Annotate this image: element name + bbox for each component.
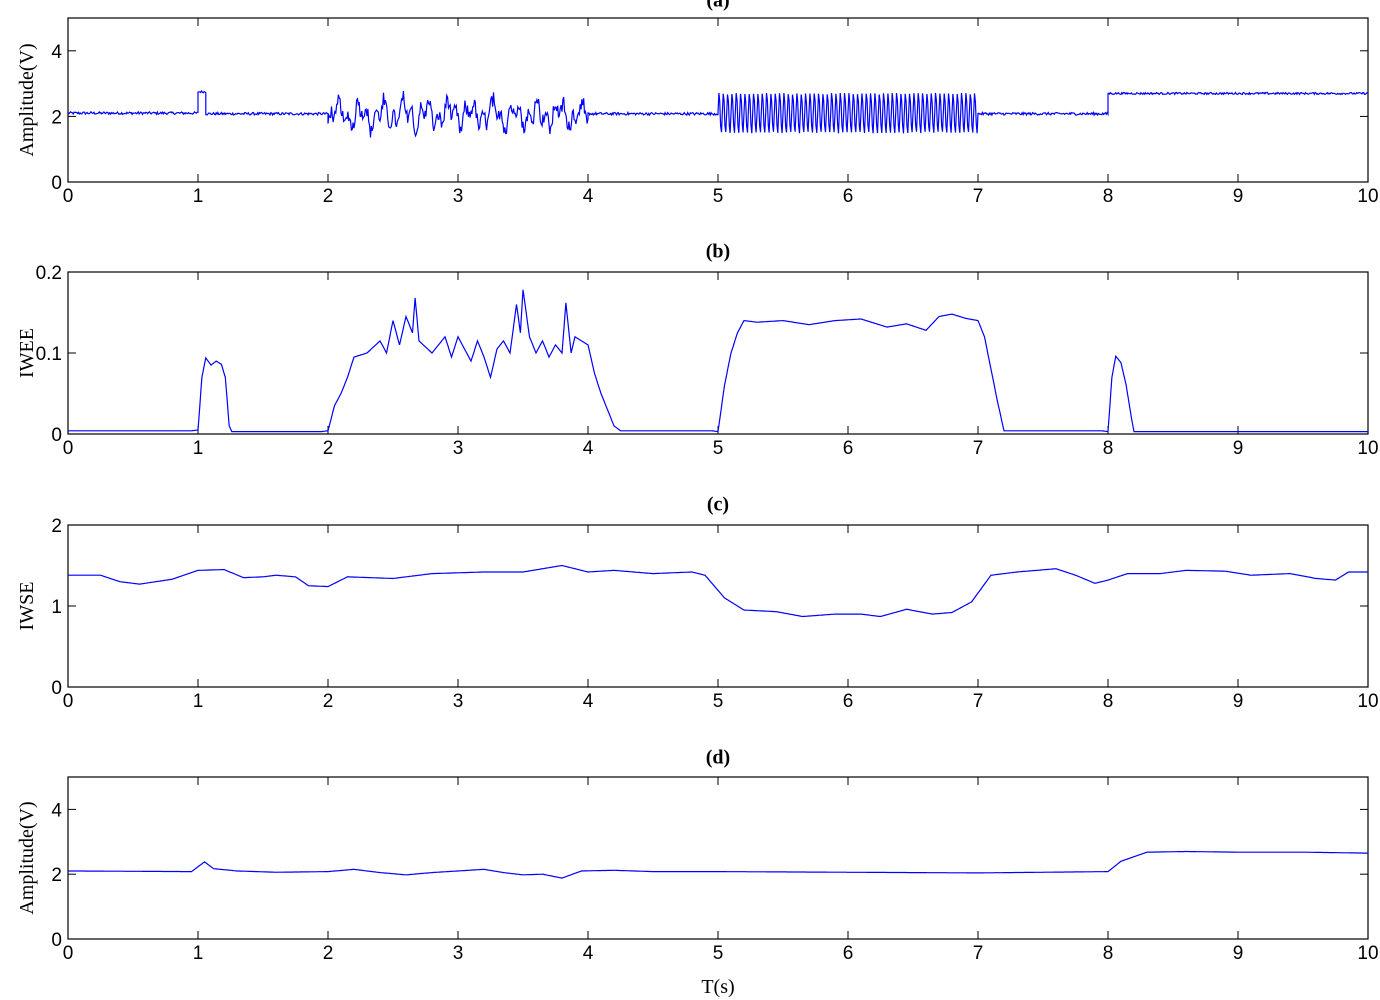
plot-frame [67, 524, 1369, 688]
plot-frame [67, 271, 1369, 435]
y-tick-label: 0 [51, 678, 62, 699]
y-tick-label: 0 [51, 173, 62, 194]
y-tick-label: 0.1 [36, 344, 62, 365]
x-tick-label: 1 [193, 691, 204, 712]
y-tick-label: 4 [51, 42, 62, 63]
series-line [68, 564, 1368, 618]
x-tick-label: 10 [1357, 943, 1378, 964]
x-tick-label: 6 [843, 438, 854, 459]
panel-title: (d) [706, 747, 730, 769]
x-axis-label: T(s) [701, 976, 734, 998]
x-tick-label: 2 [323, 691, 334, 712]
x-tick-label: 10 [1357, 438, 1378, 459]
x-tick-label: 9 [1233, 186, 1244, 207]
x-tick-label: 4 [583, 691, 594, 712]
series-line [67, 89, 1369, 138]
x-tick-label: 3 [453, 691, 464, 712]
x-tick-label: 5 [713, 691, 724, 712]
panel-title: (b) [706, 241, 730, 263]
y-tick-label: 2 [51, 516, 62, 537]
panel-title: (a) [706, 0, 729, 12]
x-tick-label: 4 [583, 186, 594, 207]
x-tick-label: 7 [973, 943, 984, 964]
x-tick-label: 8 [1103, 438, 1114, 459]
x-tick-label: 5 [713, 438, 724, 459]
x-tick-label: 6 [843, 186, 854, 207]
series-line [68, 850, 1368, 879]
x-tick-label: 9 [1233, 438, 1244, 459]
y-tick-label: 2 [51, 107, 62, 128]
x-tick-label: 0 [63, 691, 74, 712]
y-tick-label: 2 [51, 865, 62, 886]
series-line [68, 289, 1368, 433]
x-tick-label: 8 [1103, 943, 1114, 964]
x-tick-label: 2 [323, 186, 334, 207]
x-tick-label: 9 [1233, 691, 1244, 712]
x-tick-label: 2 [323, 943, 334, 964]
plot-frame [67, 776, 1369, 940]
x-tick-label: 9 [1233, 943, 1244, 964]
x-tick-label: 5 [713, 943, 724, 964]
x-tick-label: 4 [583, 943, 594, 964]
y-tick-label: 4 [51, 800, 62, 821]
x-tick-label: 0 [63, 438, 74, 459]
panel-title: (c) [707, 494, 729, 516]
x-tick-label: 10 [1357, 186, 1378, 207]
y-tick-label: 1 [51, 597, 62, 618]
x-tick-label: 7 [973, 438, 984, 459]
x-tick-label: 3 [453, 186, 464, 207]
x-tick-label: 6 [843, 943, 854, 964]
y-axis-label: IWSE [16, 582, 38, 631]
x-tick-label: 8 [1103, 691, 1114, 712]
y-tick-label: 0 [51, 930, 62, 951]
y-axis-label: Amplitude(V) [16, 801, 38, 914]
x-tick-label: 1 [193, 943, 204, 964]
x-tick-label: 0 [63, 943, 74, 964]
x-tick-label: 2 [323, 438, 334, 459]
y-axis-label: IWEE [16, 328, 38, 378]
x-tick-label: 8 [1103, 186, 1114, 207]
x-tick-label: 5 [713, 186, 724, 207]
x-tick-label: 0 [63, 186, 74, 207]
x-tick-label: 4 [583, 438, 594, 459]
x-tick-label: 7 [973, 186, 984, 207]
y-tick-label: 0 [51, 425, 62, 446]
x-tick-label: 3 [453, 438, 464, 459]
x-tick-label: 1 [193, 438, 204, 459]
x-tick-label: 6 [843, 691, 854, 712]
y-axis-label: Amplitude(V) [16, 43, 38, 156]
y-tick-label: 0.2 [36, 263, 62, 284]
x-tick-label: 1 [193, 186, 204, 207]
x-tick-label: 10 [1357, 691, 1378, 712]
x-tick-label: 3 [453, 943, 464, 964]
x-tick-label: 7 [973, 691, 984, 712]
